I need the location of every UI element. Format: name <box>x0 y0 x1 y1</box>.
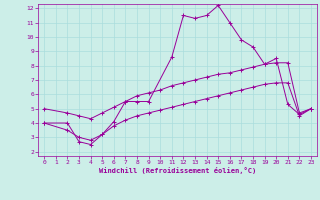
X-axis label: Windchill (Refroidissement éolien,°C): Windchill (Refroidissement éolien,°C) <box>99 167 256 174</box>
